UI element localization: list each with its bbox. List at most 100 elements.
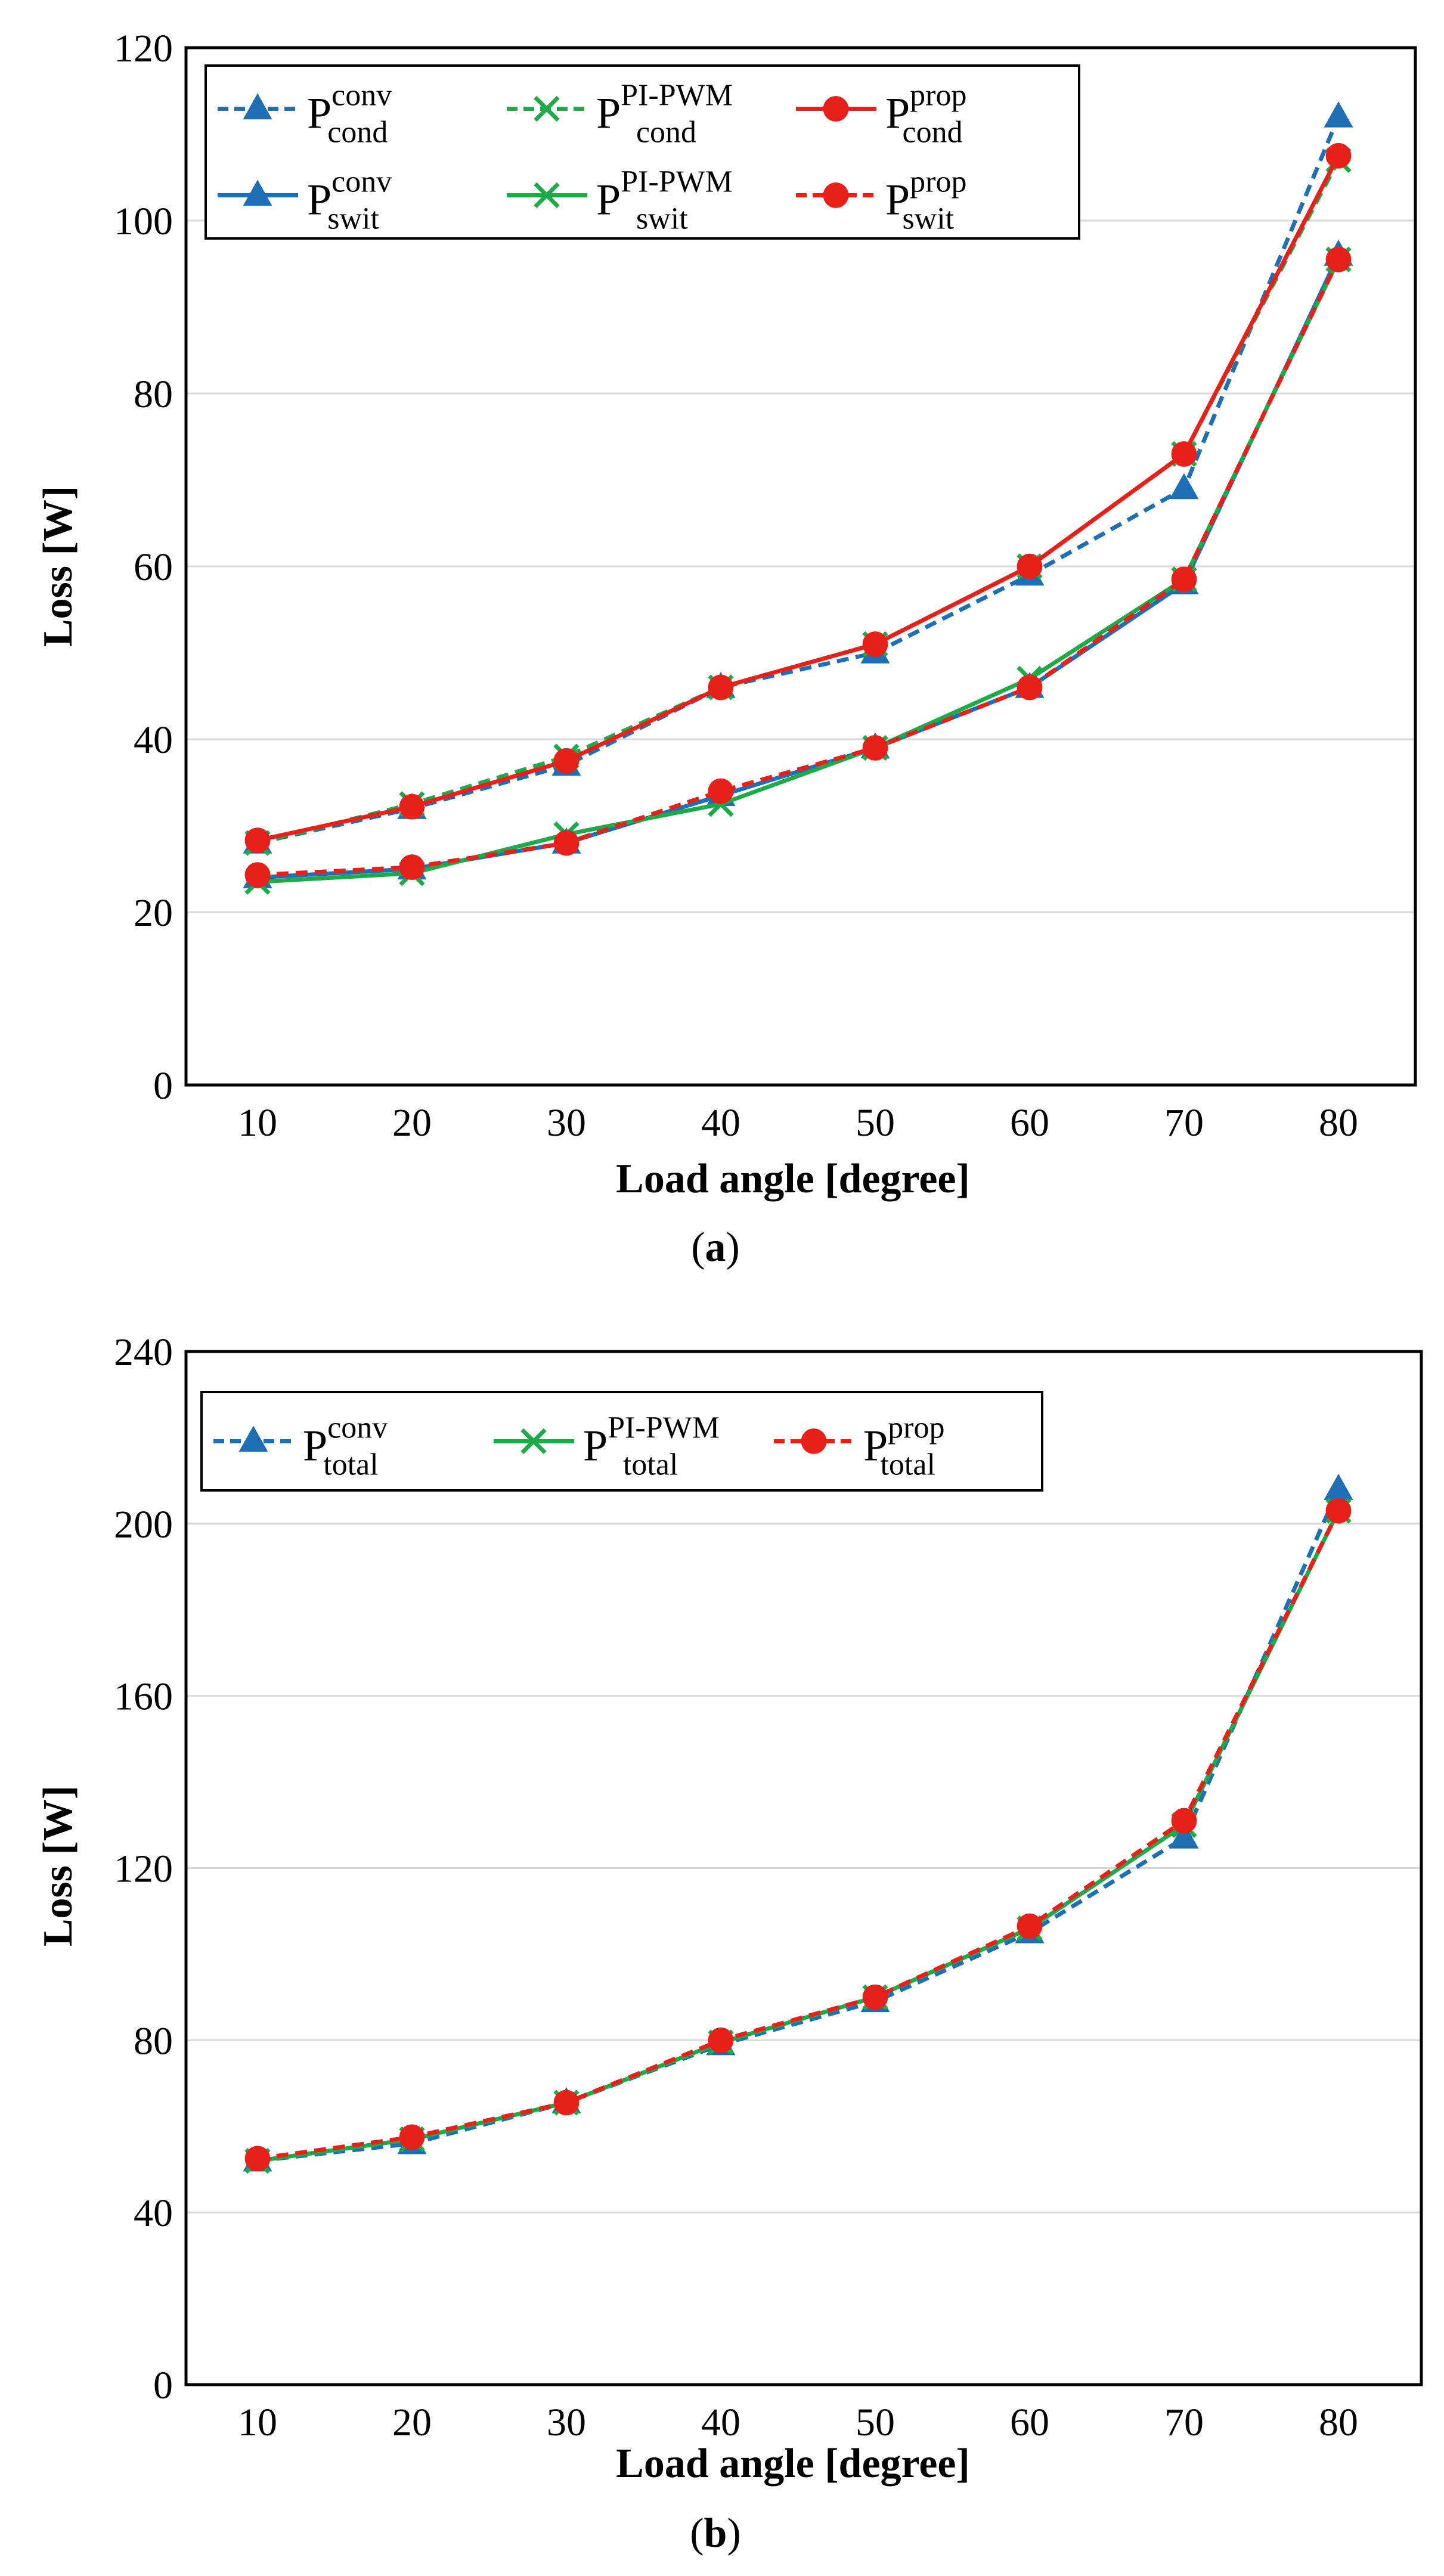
chart-b-y-tick-label-6: 240 (114, 1331, 173, 1374)
chart-a-series-5-point-0 (244, 862, 271, 888)
chart-a-series-2-point-6 (1171, 441, 1197, 467)
chart-b-x-axis-label: Load angle [degree] (616, 2441, 970, 2487)
chart-a-legend-label-2: Pprop cond (885, 79, 966, 150)
chart-a-series-2-point-3 (708, 674, 734, 700)
chart-b-series-2-point-7 (1325, 1498, 1352, 1524)
chart-a-legend-item-4: PPI-PWM swit (507, 165, 733, 236)
chart-a-legend-label-1: PPI-PWM cond (596, 79, 733, 150)
chart-a-gridlines (186, 219, 1415, 913)
chart-a-series-2-point-7 (1325, 142, 1352, 169)
chart-b-series-2-line (257, 1509, 1341, 2161)
chart-a-legend-item-2: Pprop cond (796, 79, 966, 150)
chart-b-x-tick-label-1: 20 (392, 2401, 432, 2444)
chart-a-caption: (a) (691, 1225, 740, 1270)
chart-b-series-0-line (257, 1488, 1341, 2163)
chart-a-x-tick-label-1: 20 (392, 1101, 432, 1145)
chart-b-y-tick-label-0: 0 (153, 2364, 173, 2407)
chart-a-series-2-point-1 (399, 793, 425, 820)
chart-a-legend-item-3: Pconv swit (218, 165, 392, 236)
chart-b-series-2-point-5 (1017, 1913, 1043, 1939)
chart-a-legend-item-1: PPI-PWM cond (507, 79, 733, 150)
chart-b-y-tick-label-2: 80 (134, 2019, 173, 2063)
chart-b-y-ticks: 0 40 80 120 160 200 240 (114, 1331, 173, 2407)
chart-a-legend-marker-2 (823, 96, 849, 122)
chart-a: 0 20 40 60 80 100 120 10 20 30 40 50 60 70 80 Pconv co… (35, 27, 1417, 1270)
chart-a-series-5-point-1 (399, 854, 425, 880)
chart-b-series-0-point-7 (1324, 1474, 1353, 1500)
chart-a-x-tick-label-5: 60 (1010, 1101, 1049, 1145)
chart-b-legend: Pconv total PPI-PWM total Pprop total (200, 1391, 1043, 1492)
chart-a-legend-marker-1-stroke-2 (534, 95, 560, 122)
chart-a-legend-label-0: Pconv cond (307, 79, 392, 150)
chart-a-series-5-point-4 (862, 735, 888, 761)
chart-b-series-2-point-4 (862, 1984, 888, 2010)
chart-a-series-5-point-7 (1325, 246, 1352, 272)
chart-a-series-5-point-5 (1017, 674, 1043, 700)
chart-a-legend-marker-1 (534, 95, 560, 122)
chart-b-series-2 (244, 1498, 1352, 2172)
chart-a-series-5-point-2 (553, 830, 580, 856)
chart-a-legend-item-5: Pprop swit (796, 165, 966, 236)
chart-b-series (243, 1474, 1353, 2174)
chart-a-legend-marker-0 (243, 93, 272, 120)
chart-a-legend-marker-5 (823, 182, 849, 208)
chart-b-series-2-point-0 (244, 2146, 271, 2172)
chart-a-legend-label-3: Pconv swit (307, 165, 392, 236)
chart-a-y-tick-label-6: 120 (114, 27, 173, 70)
chart-a-series-5-point-6 (1171, 566, 1197, 593)
chart-a-series-0-point-6 (1169, 473, 1199, 500)
chart-b-legend-marker-1 (520, 1428, 547, 1455)
chart-a-legend-label-4: PPI-PWM swit (596, 165, 733, 236)
chart-a-series-5-point-3 (708, 778, 734, 804)
chart-b-legend-label-0: Pconv total (303, 1411, 388, 1482)
chart-b-y-tick-label-5: 200 (114, 1503, 173, 1546)
chart-a-x-tick-label-3: 40 (701, 1101, 740, 1145)
chart-b-caption: (b) (690, 2510, 741, 2556)
chart-a-y-ticks: 0 20 40 60 80 100 120 (114, 27, 173, 1108)
chart-b-legend-item-1: PPI-PWM total (494, 1411, 720, 1482)
chart-a-series-0-point-7 (1324, 101, 1353, 128)
chart-b-x-ticks: 10 20 30 40 50 60 70 80 (238, 2401, 1358, 2444)
chart-b-series-0-point-6 (1169, 1822, 1199, 1849)
chart-a-series-2-point-0 (244, 827, 271, 854)
chart-b-legend-item-2: Pprop total (774, 1411, 944, 1482)
chart-a-legend-box (204, 64, 1080, 240)
chart-a-y-tick-label-4: 80 (134, 373, 173, 416)
chart-b-gridlines (186, 1523, 1421, 2214)
chart-a-legend-item-0: Pconv cond (218, 79, 392, 150)
chart-a-series-2 (244, 142, 1352, 854)
chart-a-series-2-point-4 (862, 631, 888, 657)
chart-a-plot-area (184, 46, 1417, 1087)
chart-a-x-tick-label-2: 30 (547, 1101, 586, 1145)
chart-b-x-tick-label-5: 60 (1010, 2401, 1049, 2444)
chart-a-x-ticks: 10 20 30 40 50 60 70 80 (238, 1101, 1358, 1145)
chart-a-y-tick-label-1: 20 (134, 891, 173, 935)
chart-b-x-tick-label-4: 50 (856, 2401, 895, 2444)
chart-b-legend-marker-2 (801, 1428, 827, 1454)
chart-b-legend-marker-0 (238, 1425, 268, 1452)
chart-a-y-tick-label-5: 100 (114, 200, 173, 243)
chart-b-series-2-point-3 (708, 2027, 734, 2053)
chart-b-legend-marker-1-stroke-2 (520, 1428, 547, 1455)
chart-a-series-3 (243, 239, 1353, 888)
chart-b-x-tick-label-6: 70 (1164, 2401, 1204, 2444)
chart-a-series-1-line (257, 159, 1341, 845)
chart-b-y-tick-label-1: 40 (134, 2191, 173, 2235)
chart-a-series-1 (244, 147, 1352, 856)
chart-b-series-2-point-6 (1171, 1808, 1197, 1834)
chart-a-series (243, 101, 1353, 895)
chart-a-series-5 (244, 246, 1352, 888)
chart-a-legend-marker-4-stroke-2 (534, 182, 560, 209)
chart-b-y-tick-label-4: 160 (114, 1675, 173, 1719)
chart-a-series-2-point-2 (553, 748, 580, 774)
chart-a-series-2-line (257, 154, 1341, 843)
chart-b-plot-area (184, 1350, 1423, 2386)
chart-b-legend-label-2: Pprop total (863, 1411, 944, 1482)
chart-a-y-tick-label-2: 40 (134, 718, 173, 762)
chart-a-legend: Pconv cond PPI-PWM cond Pprop cond Pconv swit PP… (204, 64, 1080, 240)
chart-a-y-tick-label-3: 60 (134, 545, 173, 589)
chart-a-legend-label-5: Pprop swit (885, 165, 966, 236)
chart-b-series-1-line (257, 1509, 1341, 2163)
chart-a-series-5-line (257, 258, 1341, 878)
